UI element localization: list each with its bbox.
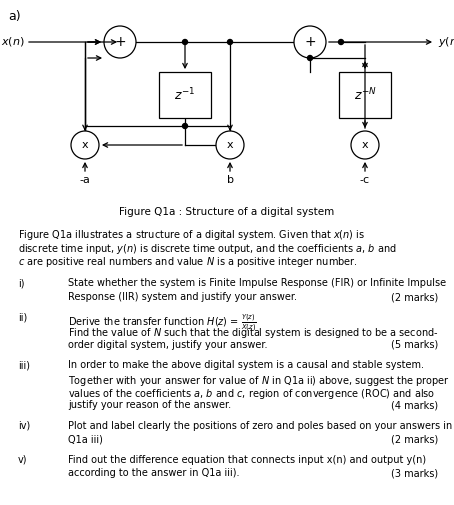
Text: Plot and label clearly the positions of zero and poles based on your answers in: Plot and label clearly the positions of … — [68, 421, 452, 431]
Text: according to the answer in Q1a iii).: according to the answer in Q1a iii). — [68, 469, 240, 479]
Circle shape — [227, 39, 232, 44]
Text: $c$ are positive real numbers and value $N$ is a positive integer number.: $c$ are positive real numbers and value … — [18, 255, 358, 269]
Text: discrete time input, $y(n)$ is discrete time output, and the coefficients $a$, $: discrete time input, $y(n)$ is discrete … — [18, 241, 396, 256]
Circle shape — [71, 131, 99, 159]
Text: Together with your answer for value of $N$ in Q1a ii) above, suggest the proper: Together with your answer for value of $… — [68, 374, 450, 387]
Text: $x(n)$: $x(n)$ — [1, 35, 25, 48]
Text: Find out the difference equation that connects input x(n) and output y(n): Find out the difference equation that co… — [68, 455, 426, 465]
Text: x: x — [227, 140, 233, 150]
Text: State whether the system is Finite Impulse Response (FIR) or Infinite Impulse: State whether the system is Finite Impul… — [68, 278, 446, 288]
Text: values of the coefficients $a$, $b$ and $c$, region of convergence (ROC) and als: values of the coefficients $a$, $b$ and … — [68, 387, 435, 401]
Bar — [339, 72, 391, 118]
Text: b: b — [227, 175, 233, 185]
Circle shape — [183, 39, 188, 44]
Text: order digital system, justify your answer.: order digital system, justify your answe… — [68, 339, 267, 349]
Text: x: x — [82, 140, 89, 150]
Text: (4 marks): (4 marks) — [391, 400, 438, 411]
Text: iii): iii) — [18, 360, 30, 370]
Text: justify your reason of the answer.: justify your reason of the answer. — [68, 400, 231, 411]
Text: Figure Q1a illustrates a structure of a digital system. Given that $x(n)$ is: Figure Q1a illustrates a structure of a … — [18, 228, 365, 242]
Text: -c: -c — [360, 175, 370, 185]
Text: $y(n)$: $y(n)$ — [438, 35, 454, 49]
Circle shape — [351, 131, 379, 159]
Text: x: x — [362, 140, 368, 150]
Text: Find the value of $N$ such that the digital system is designed to be a second-: Find the value of $N$ such that the digi… — [68, 326, 439, 340]
Text: Derive the transfer function $H(z)$ = $\frac{Y(z)}{X(z)}$: Derive the transfer function $H(z)$ = $\… — [68, 313, 257, 334]
Text: $z^{-N}$: $z^{-N}$ — [354, 87, 376, 104]
Text: $z^{-1}$: $z^{-1}$ — [174, 87, 196, 104]
Text: ii): ii) — [18, 313, 27, 323]
Text: Q1a iii): Q1a iii) — [68, 434, 103, 444]
Circle shape — [307, 56, 312, 61]
Text: +: + — [304, 35, 316, 49]
Text: -a: -a — [79, 175, 90, 185]
Text: (3 marks): (3 marks) — [391, 469, 438, 479]
Text: v): v) — [18, 455, 28, 465]
Circle shape — [216, 131, 244, 159]
Text: a): a) — [8, 10, 20, 23]
Text: (5 marks): (5 marks) — [391, 339, 438, 349]
Circle shape — [183, 124, 188, 128]
Bar — [159, 72, 211, 118]
Text: i): i) — [18, 278, 25, 288]
Text: (2 marks): (2 marks) — [391, 292, 438, 302]
Text: In order to make the above digital system is a causal and stable system.: In order to make the above digital syste… — [68, 360, 424, 370]
Text: iv): iv) — [18, 421, 30, 431]
Text: +: + — [114, 35, 126, 49]
Text: Figure Q1a : Structure of a digital system: Figure Q1a : Structure of a digital syst… — [119, 207, 335, 217]
Circle shape — [294, 26, 326, 58]
Circle shape — [104, 26, 136, 58]
Circle shape — [339, 39, 344, 44]
Text: (2 marks): (2 marks) — [391, 434, 438, 444]
Text: Response (IIR) system and justify your answer.: Response (IIR) system and justify your a… — [68, 292, 297, 302]
